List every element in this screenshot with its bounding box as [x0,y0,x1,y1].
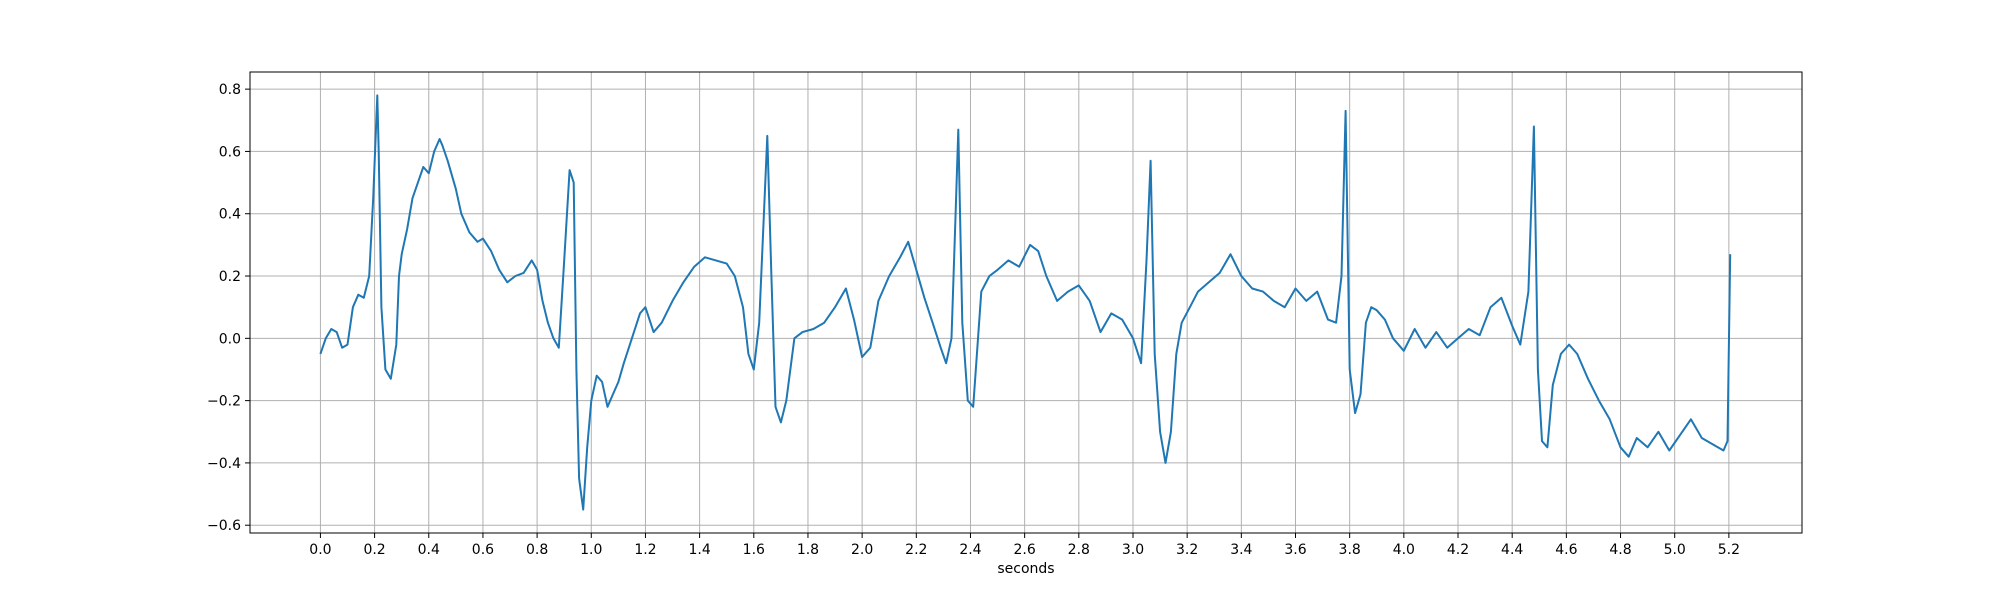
x-tick-label: 5.0 [1664,542,1686,558]
y-tick-label: 0.2 [219,269,241,285]
x-tick-label: 1.0 [580,542,602,558]
grid [250,72,1802,533]
x-axis-label: seconds [997,561,1054,577]
x-tick-label: 2.4 [959,542,981,558]
y-tick-label: −0.4 [207,456,241,472]
y-axis: −0.6 −0.4 −0.2 0.0 0.2 0.4 0.6 0.8 [207,82,250,534]
x-tick-label: 5.2 [1718,542,1740,558]
y-tick-label: 0.0 [219,331,241,347]
series-layer [319,94,1732,511]
x-tick-label: 4.2 [1447,542,1469,558]
y-tick-label: −0.6 [207,518,241,534]
x-tick-label: 3.4 [1230,542,1252,558]
series-line-0 [319,94,1732,511]
x-tick-label: 4.6 [1555,542,1577,558]
x-tick-label: 2.6 [1014,542,1036,558]
x-tick-label: 4.8 [1609,542,1631,558]
x-tick-label: 1.8 [797,542,819,558]
y-tick-label: 0.4 [219,207,241,223]
x-tick-label: 3.8 [1339,542,1361,558]
x-tick-label: 0.8 [526,542,548,558]
x-tick-label: 3.6 [1284,542,1306,558]
x-tick-label: 0.6 [472,542,494,558]
x-tick-label: 0.2 [363,542,385,558]
plot-frame [249,71,1803,534]
x-tick-label: 1.2 [634,542,656,558]
x-tick-label: 3.2 [1176,542,1198,558]
x-tick-label: 1.4 [688,542,710,558]
x-tick-label: 4.4 [1501,542,1523,558]
x-tick-label: 0.4 [418,542,440,558]
y-tick-label: −0.2 [207,394,241,410]
x-axis: 0.0 0.2 0.4 0.6 0.8 1.0 1.2 1.4 1.6 1.8 2.0 2.2 2.4 2… [309,533,1740,558]
x-tick-label: 1.6 [743,542,765,558]
x-tick-label: 4.0 [1393,542,1415,558]
x-tick-label: 3.0 [1122,542,1144,558]
y-tick-label: 0.6 [219,144,241,160]
x-tick-label: 2.8 [1068,542,1090,558]
x-tick-label: 0.0 [309,542,331,558]
x-tick-label: 2.2 [905,542,927,558]
x-tick-label: 2.0 [851,542,873,558]
y-tick-label: 0.8 [219,82,241,98]
